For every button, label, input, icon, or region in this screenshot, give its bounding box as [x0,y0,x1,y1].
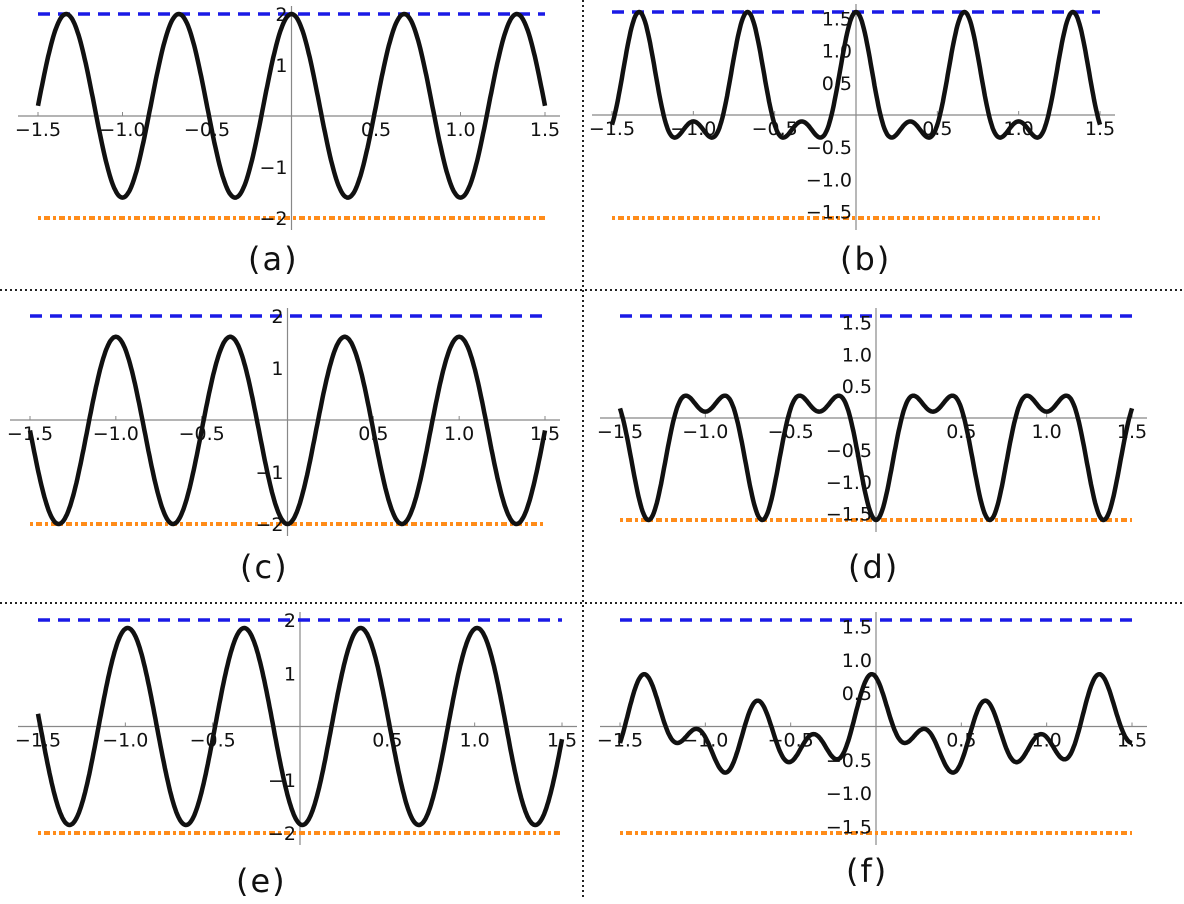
panel-a: −1.5 −1.0 −0.5 0.5 1.0 1.521−1−2 [15,4,560,230]
curve [609,9,1103,140]
y-tick-label: −2 [259,208,287,230]
x-tick-label: 1.0 [460,730,490,752]
x-tick-label: −0.5 [768,421,814,443]
y-tick-label: −0.5 [826,750,872,772]
y-tick-label: −1.0 [826,783,872,805]
y-tick-label: −0.5 [826,440,872,462]
x-tick-label: 0.5 [361,119,391,141]
x-tick-label: 1.0 [444,423,474,445]
y-tick-label: −1 [259,157,287,179]
curve [617,671,1134,775]
y-tick-label: −0.5 [806,137,852,159]
y-tick-label: 2 [284,610,296,632]
x-tick-label: −1.0 [102,730,148,752]
x-tick-label: −1.5 [589,118,635,140]
x-tick-label: −0.5 [184,119,230,141]
y-tick-label: 1 [275,55,287,77]
curve [617,393,1135,523]
panel-label-d: (d) [848,548,900,586]
x-tick-label: 1.5 [530,119,560,141]
x-tick-label: 0.5 [946,421,976,443]
y-tick-label: 2 [271,306,283,328]
x-tick-label: 1.5 [1085,118,1115,140]
panel-label-b: (b) [840,240,892,278]
panel-b: −1.5 −1.0 −0.5 0.5 1.0 1.51.51.00.5−0.5−1.0−1… [589,4,1115,230]
x-tick-label: −1.5 [15,119,61,141]
y-tick-label: 1.0 [842,650,872,672]
y-tick-label: 1.0 [842,344,872,366]
y-tick-label: 0.5 [842,376,872,398]
x-tick-label: 1.0 [1032,421,1062,443]
y-tick-label: 1 [284,663,296,685]
y-tick-label: 1.5 [822,8,852,30]
x-tick-label: 0.5 [372,730,402,752]
x-tick-label: −1.0 [93,423,139,445]
panel-c: −1.5 −1.0 −0.5 0.5 1.0 1.521−1−2 [7,306,560,536]
x-tick-label: −1.0 [682,421,728,443]
panels: −1.5 −1.0 −0.5 0.5 1.0 1.5 2 1 −1 −2 −1.5 −1.0 −0.5 0… [7,4,1147,845]
panel-e: −1.5 −1.0 −0.5 0.5 1.0 1.521−1−2 [15,610,577,845]
y-tick-label: −2 [255,514,283,536]
curve [35,625,565,828]
curve [27,334,548,527]
x-tick-label: 1.0 [445,119,475,141]
panel-d: −1.5 −1.0 −0.5 0.5 1.0 1.51.51.00.5−0.5−1.0−1… [597,308,1147,532]
y-tick-label: 1.0 [822,41,852,63]
y-tick-label: −2 [268,823,296,845]
panel-label-a: (a) [248,240,299,278]
x-tick-label: −1.0 [99,119,145,141]
panel-f: −1.5 −1.0 −0.5 0.5 1.0 1.51.51.00.5−0.5−1.0−1… [597,612,1147,845]
x-tick-label: −1.5 [15,730,61,752]
panel-label-f: (f) [846,852,889,890]
y-tick-label: −1.5 [826,816,872,838]
y-tick-label: 1.5 [842,617,872,639]
y-tick-label: 1 [271,358,283,380]
x-tick-label: −1.5 [597,421,643,443]
panel-label-e: (e) [236,862,287,900]
y-tick-label: −1.5 [806,202,852,224]
panel-label-c: (c) [240,548,289,586]
x-tick-label: 1.5 [1117,421,1147,443]
y-tick-label: −1.5 [826,504,872,526]
y-tick-label: −1.0 [806,169,852,191]
y-tick-label: 1.5 [842,312,872,334]
curve [35,11,548,200]
